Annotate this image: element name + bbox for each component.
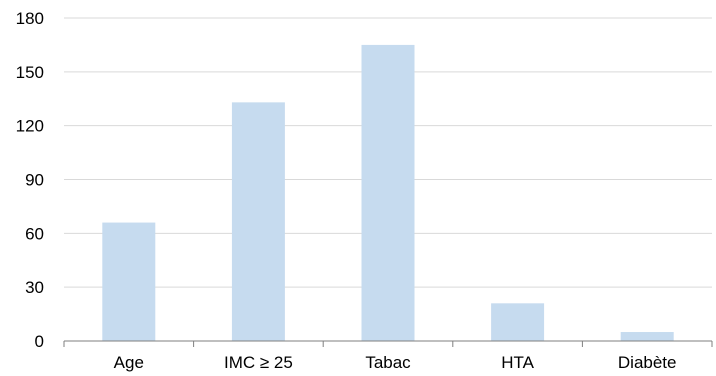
y-tick-label-120: 120 bbox=[16, 117, 44, 136]
y-tick-label-30: 30 bbox=[25, 278, 44, 297]
x-tick-label-2: Tabac bbox=[365, 353, 411, 372]
bar-4 bbox=[620, 332, 674, 341]
bar-1 bbox=[231, 102, 285, 341]
x-tick-label-1: IMC ≥ 25 bbox=[224, 353, 293, 372]
y-tick-label-180: 180 bbox=[16, 9, 44, 28]
axis-layer bbox=[63, 340, 713, 347]
y-tick-label-150: 150 bbox=[16, 63, 44, 82]
x-tick-label-0: Age bbox=[114, 353, 144, 372]
x-tick-label-4: Diabète bbox=[618, 353, 677, 372]
y-tick-label-0: 0 bbox=[35, 332, 44, 351]
x-tick-label-3: HTA bbox=[501, 353, 534, 372]
y-tick-label-90: 90 bbox=[25, 171, 44, 190]
bar-3 bbox=[491, 303, 545, 341]
label-layer: 0 30 60 90 120 150 180 Age IMC ≥ 25 Tabac HTA Diabè… bbox=[16, 9, 677, 372]
bar-0 bbox=[102, 222, 156, 341]
y-tick-label-60: 60 bbox=[25, 224, 44, 243]
bar-2 bbox=[361, 44, 415, 342]
bar-layer bbox=[102, 44, 674, 342]
